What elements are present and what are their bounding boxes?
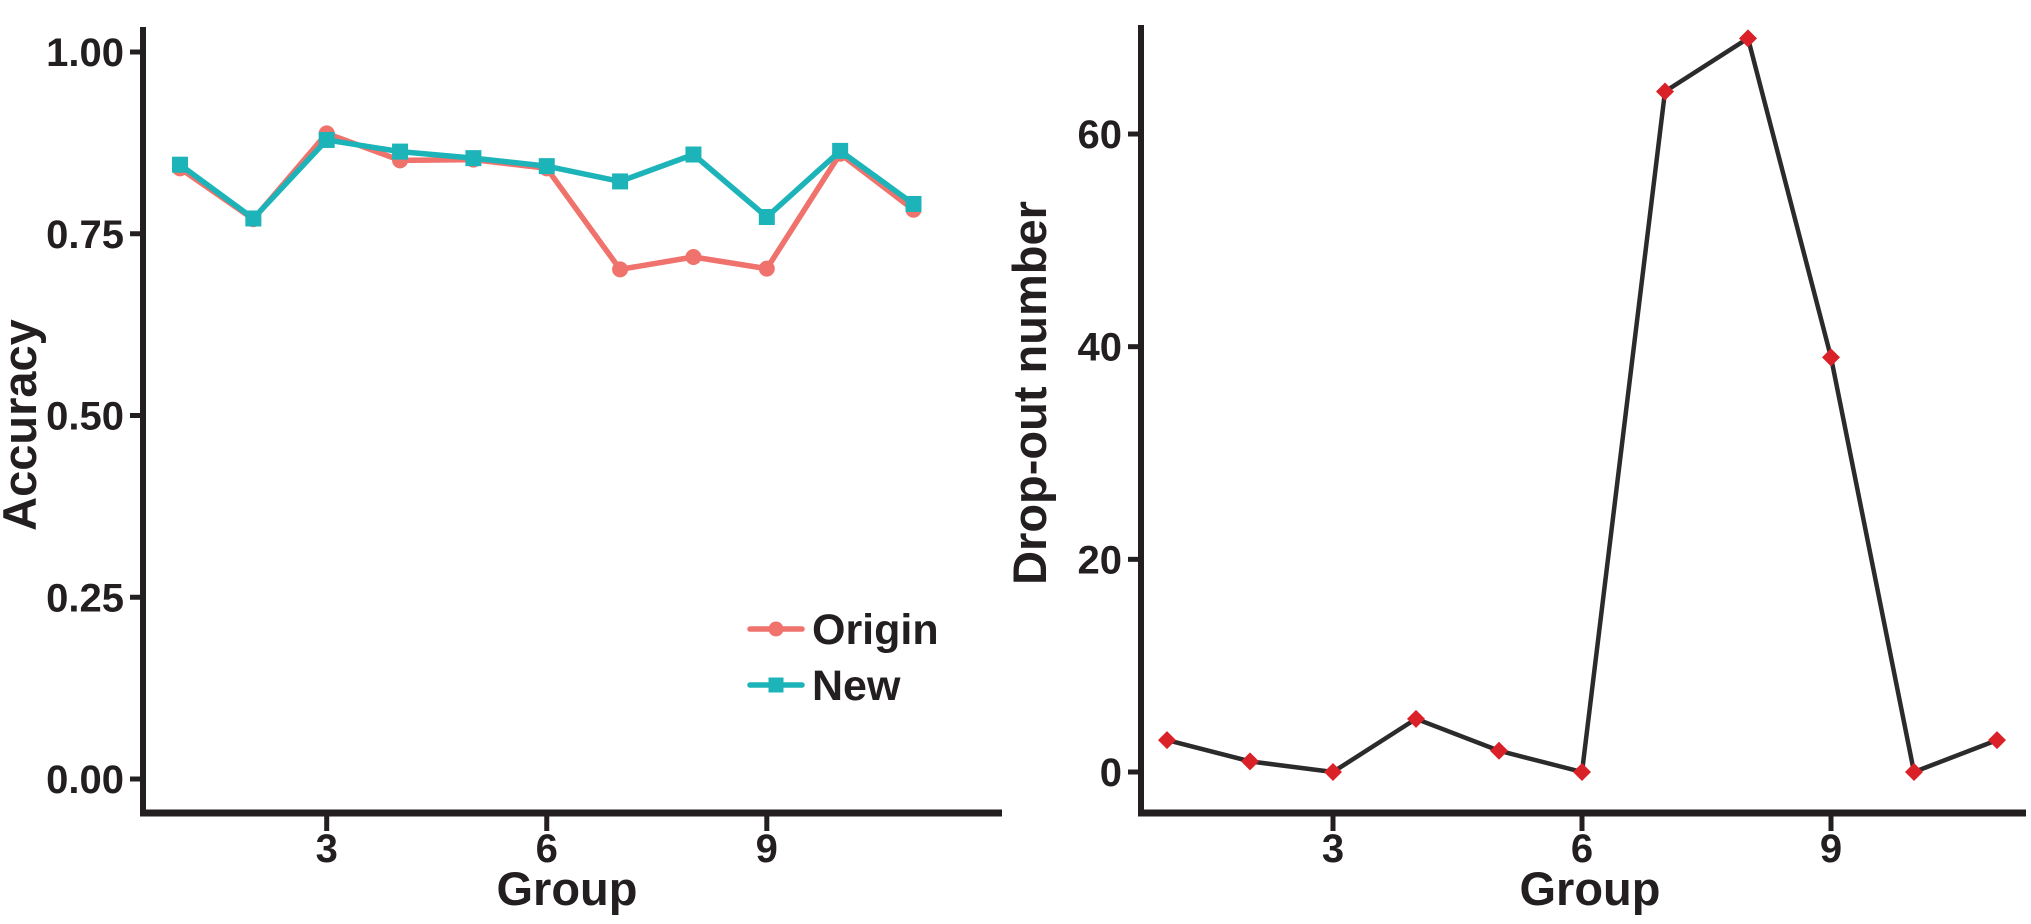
data-point-drop-out-number [1739, 29, 1757, 48]
data-point-drop-out-number [1407, 709, 1425, 728]
x-tick-label: 3 [316, 827, 338, 871]
data-point-new [832, 142, 849, 159]
data-point-drop-out-number [1573, 763, 1591, 781]
series-line-origin [177, 130, 917, 273]
dropout-x-axis-title: Group [1520, 862, 1661, 915]
dropout-x-ticks: 3 6 9 [1322, 813, 1842, 871]
data-point-drop-out-number [1656, 82, 1674, 101]
data-point-new [172, 156, 188, 173]
series-line-drop-out-number [1164, 36, 2000, 775]
dropout-series [1158, 29, 2006, 781]
data-point-drop-out-number [1905, 763, 1923, 781]
x-tick-label: 6 [536, 827, 558, 871]
data-point-new [538, 158, 555, 175]
accuracy-y-ticks: 0.00 0.25 0.50 0.75 1.00 [46, 31, 143, 802]
data-point-new [245, 210, 262, 227]
accuracy-legend: Origin New [747, 606, 939, 710]
data-point-drop-out-number [1988, 731, 2006, 750]
y-tick-label: 20 [1078, 538, 1123, 582]
data-point-new [612, 173, 629, 190]
data-point-drop-out-number [1490, 741, 1508, 760]
data-point-drop-out-number [1324, 763, 1342, 781]
accuracy-panel: 0.00 0.25 0.50 0.75 1.00 3 6 9 Origin New Accur… [0, 27, 1002, 915]
dropout-y-axis-title: Drop-out number [1003, 201, 1056, 585]
accuracy-series [172, 125, 922, 278]
data-point-origin [612, 261, 629, 278]
data-point-origin [685, 249, 702, 266]
y-tick-label: 0.00 [46, 758, 124, 802]
x-tick-label: 6 [1571, 827, 1593, 871]
y-tick-label: 0.75 [46, 213, 124, 257]
data-point-new [392, 143, 409, 160]
y-tick-label: 0 [1100, 751, 1122, 795]
data-point-new [758, 209, 775, 226]
data-point-new [465, 150, 482, 167]
y-tick-label: 0.25 [46, 576, 124, 620]
data-point-drop-out-number [1822, 348, 1840, 367]
accuracy-y-axis-title: Accuracy [0, 319, 46, 531]
data-point-drop-out-number [1158, 731, 1176, 750]
y-tick-label: 1.00 [46, 31, 124, 75]
legend-label: New [812, 662, 901, 710]
x-tick-label: 9 [756, 827, 778, 871]
y-tick-label: 40 [1078, 326, 1123, 370]
data-point-new [685, 146, 702, 163]
y-tick-label: 60 [1078, 113, 1123, 157]
legend-key-marker [768, 621, 784, 637]
legend-label: Origin [812, 606, 939, 654]
data-point-new [318, 131, 335, 148]
x-tick-label: 9 [1820, 827, 1842, 871]
data-point-drop-out-number [1241, 752, 1259, 771]
accuracy-x-ticks: 3 6 9 [316, 813, 778, 871]
y-tick-label: 0.50 [46, 395, 124, 439]
dropout-panel: 0 20 40 60 3 6 9 Drop-out number Group [1003, 25, 2026, 915]
x-tick-label: 3 [1322, 827, 1344, 871]
dropout-y-ticks: 0 20 40 60 [1078, 113, 1141, 795]
legend-key-marker [768, 677, 784, 693]
data-point-origin [758, 260, 775, 277]
data-point-new [905, 195, 922, 212]
accuracy-x-axis-title: Group [497, 862, 638, 915]
